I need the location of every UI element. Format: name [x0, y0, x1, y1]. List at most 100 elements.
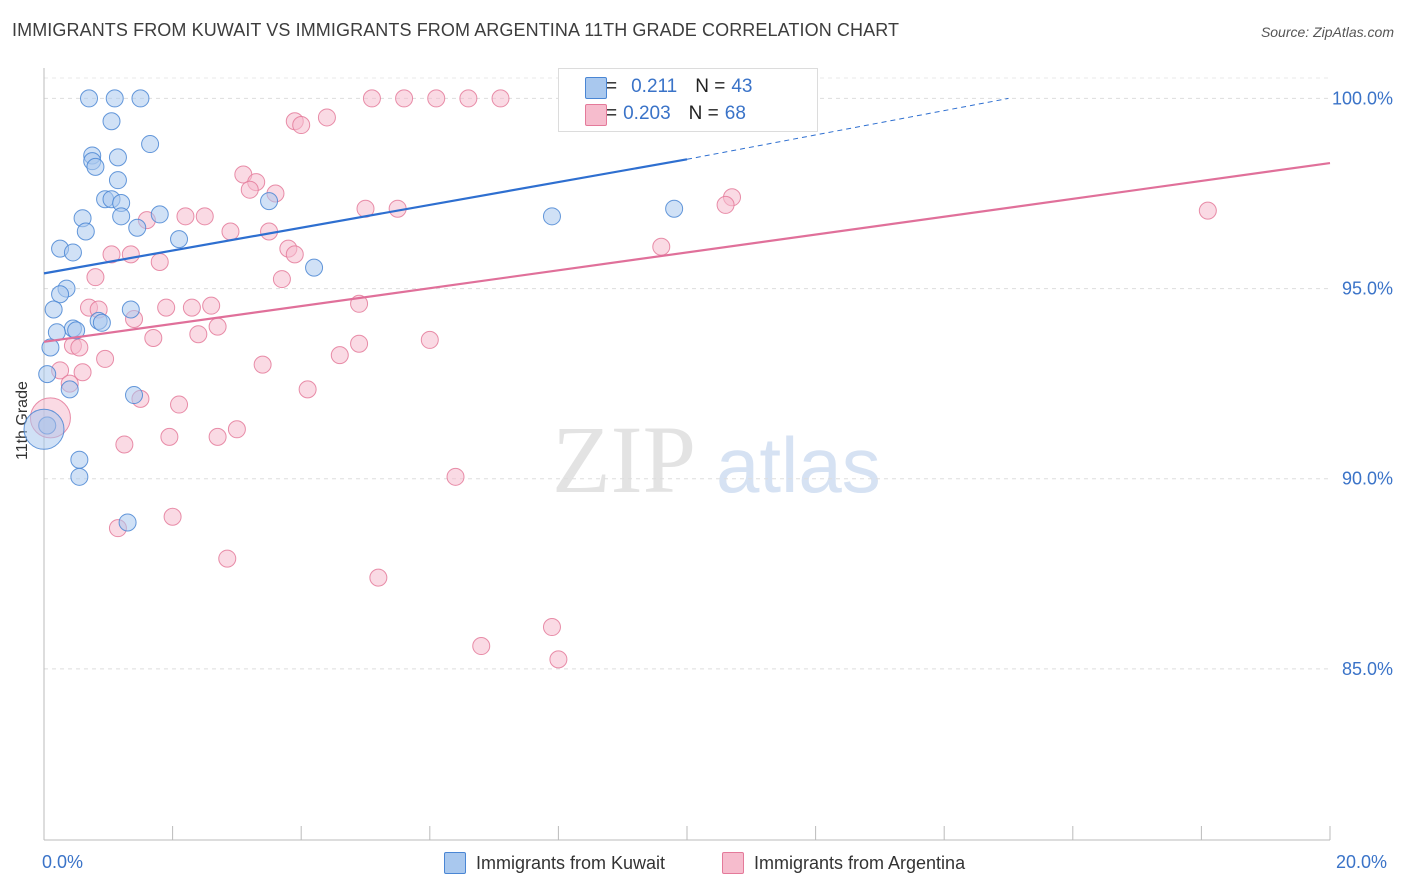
point-kuwait	[23, 408, 65, 450]
point-kuwait	[92, 313, 111, 332]
point-kuwait	[67, 321, 86, 340]
legend-label-kuwait: Immigrants from Kuwait	[476, 852, 666, 873]
point-kuwait	[60, 380, 79, 399]
point-argentina	[272, 270, 291, 289]
point-kuwait	[305, 258, 324, 277]
source-credit: Source: ZipAtlas.com	[1260, 24, 1394, 40]
x-tick-label-max: 20.0%	[1336, 852, 1388, 872]
point-kuwait	[665, 199, 684, 218]
point-argentina	[170, 395, 189, 414]
point-argentina	[240, 180, 259, 199]
point-kuwait	[260, 192, 279, 211]
swatch-argentina	[585, 104, 607, 126]
point-argentina	[395, 89, 414, 108]
point-argentina	[157, 298, 176, 317]
point-argentina	[459, 89, 478, 108]
watermark-atlas: atlas	[716, 421, 881, 509]
point-argentina	[1198, 201, 1217, 220]
point-kuwait	[118, 513, 137, 532]
point-kuwait	[41, 338, 60, 357]
y-tick-label: 95.0%	[1342, 279, 1393, 299]
y-tick-label: 100.0%	[1332, 88, 1393, 108]
legend-item-kuwait[interactable]: Immigrants from Kuwait	[444, 852, 665, 874]
point-argentina	[227, 420, 246, 439]
point-kuwait	[76, 222, 95, 241]
trend-line-kuwait	[43, 158, 688, 275]
point-argentina	[317, 108, 336, 127]
point-argentina	[427, 89, 446, 108]
n-value-argentina: 68	[724, 103, 746, 124]
legend-label-argentina: Immigrants from Argentina	[754, 852, 966, 873]
point-kuwait	[150, 205, 169, 224]
point-argentina	[298, 380, 317, 399]
stats-legend: R = 0.211 N = 43 R = 0.203 N = 68	[558, 68, 818, 132]
point-argentina	[652, 237, 671, 256]
point-argentina	[160, 427, 179, 446]
point-argentina	[472, 637, 491, 656]
point-argentina	[549, 650, 568, 669]
point-argentina	[176, 207, 195, 226]
point-argentina	[253, 355, 272, 374]
point-kuwait	[63, 243, 82, 262]
point-argentina	[195, 207, 214, 226]
point-kuwait	[542, 207, 561, 226]
point-argentina	[189, 325, 208, 344]
point-argentina	[182, 298, 201, 317]
point-argentina	[446, 467, 465, 486]
point-argentina	[362, 89, 381, 108]
point-argentina	[221, 222, 240, 241]
point-argentina	[208, 427, 227, 446]
n-label: N =	[688, 103, 719, 124]
point-argentina	[350, 334, 369, 353]
point-kuwait	[80, 89, 99, 108]
point-argentina	[163, 507, 182, 526]
point-argentina	[420, 330, 439, 349]
trend-line-kuwait-extension	[686, 97, 1009, 160]
swatch-kuwait	[585, 77, 607, 99]
point-kuwait	[128, 218, 147, 237]
r-value-argentina: 0.203	[623, 103, 671, 124]
point-kuwait	[131, 89, 150, 108]
point-kuwait	[170, 230, 189, 249]
n-value-kuwait: 43	[731, 76, 753, 97]
point-kuwait	[141, 135, 160, 154]
point-kuwait	[108, 148, 127, 167]
point-argentina	[73, 363, 92, 382]
n-label: N =	[695, 76, 726, 97]
watermark-zip: ZIP	[552, 406, 696, 513]
y-tick-label: 90.0%	[1342, 469, 1393, 489]
point-kuwait	[51, 285, 70, 304]
point-kuwait	[121, 300, 140, 319]
r-value-kuwait: 0.211	[631, 76, 678, 97]
point-argentina	[208, 317, 227, 336]
point-argentina	[292, 116, 311, 135]
trend-line-argentina	[43, 161, 1331, 343]
point-argentina	[121, 245, 140, 264]
point-argentina	[542, 618, 561, 637]
point-argentina	[716, 195, 735, 214]
point-kuwait	[44, 300, 63, 319]
point-kuwait	[70, 450, 89, 469]
point-argentina	[369, 568, 388, 587]
chart-title: IMMIGRANTS FROM KUWAIT VS IMMIGRANTS FRO…	[12, 20, 900, 40]
point-argentina	[202, 296, 221, 315]
point-kuwait	[105, 89, 124, 108]
y-tick-label: 85.0%	[1342, 659, 1393, 679]
point-kuwait	[38, 365, 57, 384]
point-argentina	[102, 245, 121, 264]
point-argentina	[491, 89, 510, 108]
point-kuwait	[112, 207, 131, 226]
point-argentina	[115, 435, 134, 454]
point-argentina	[285, 245, 304, 264]
stats-row-kuwait: R = 0.211 N = 43	[585, 74, 753, 100]
point-argentina	[218, 549, 237, 568]
series-legend: Immigrants from Kuwait Immigrants from A…	[0, 852, 1406, 876]
legend-item-argentina[interactable]: Immigrants from Argentina	[722, 852, 965, 874]
point-kuwait	[70, 467, 89, 486]
legend-swatch-argentina	[722, 852, 744, 874]
point-kuwait	[108, 171, 127, 190]
point-argentina	[96, 349, 115, 368]
point-argentina	[70, 338, 89, 357]
point-kuwait	[86, 157, 105, 176]
